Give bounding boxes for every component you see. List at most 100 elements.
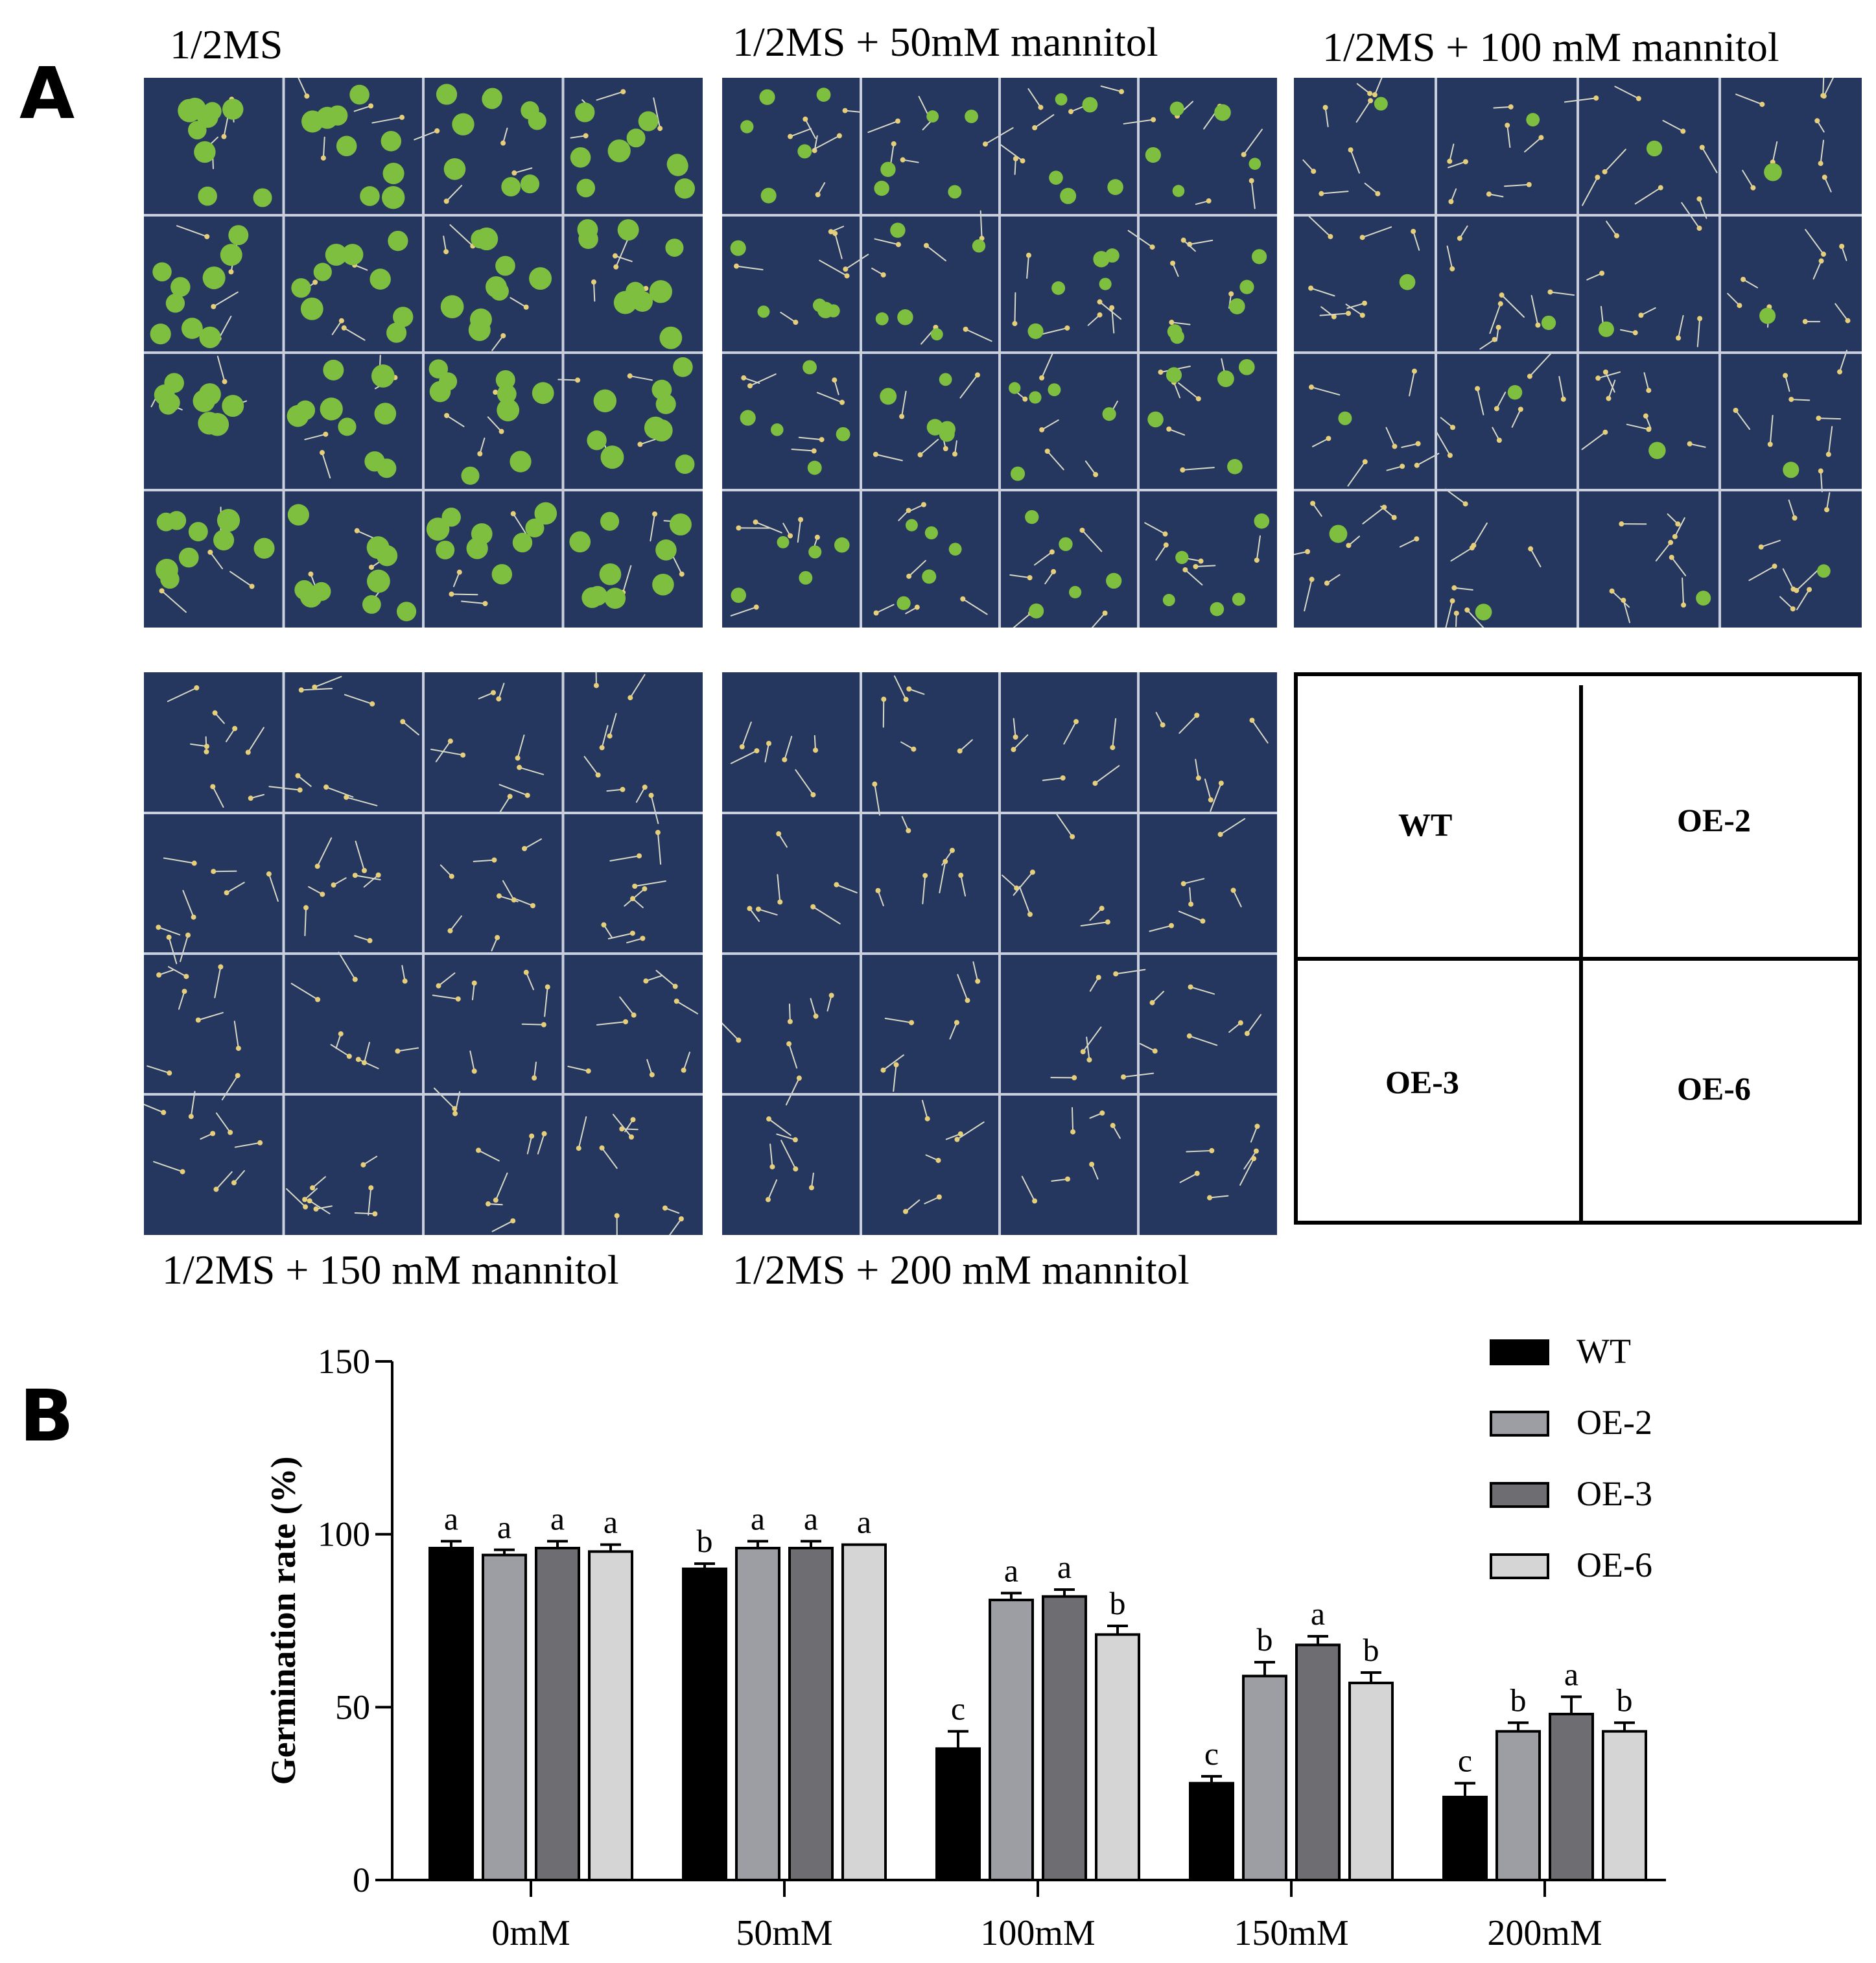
seed [1391, 515, 1397, 521]
seed [903, 696, 909, 702]
seedling-root [1294, 550, 1309, 556]
seed [891, 141, 897, 147]
significance-letter: a [804, 1500, 818, 1536]
seed [491, 690, 497, 696]
seed [1602, 169, 1608, 174]
cotyledon [475, 227, 498, 251]
seed [1759, 101, 1765, 107]
seed [1415, 441, 1421, 447]
seedling-root [471, 982, 475, 1000]
seed [793, 1166, 799, 1172]
seed [632, 883, 638, 889]
seedling-root [1151, 991, 1165, 1004]
seedling-root [325, 786, 354, 798]
seed [159, 588, 165, 594]
seedling-root [1796, 567, 1821, 591]
seed [753, 519, 758, 525]
cotyledon [253, 537, 275, 559]
seedling-root [223, 117, 229, 137]
bar [482, 1553, 527, 1882]
seedling-root [925, 244, 946, 262]
seed [1254, 1123, 1260, 1129]
seed [460, 752, 466, 758]
seedling-root [1788, 499, 1796, 519]
seed [1249, 718, 1255, 723]
seedling-root [609, 855, 640, 862]
seedling-root [443, 235, 447, 253]
seedling-root [478, 692, 495, 699]
seed [1741, 276, 1746, 282]
seed [249, 583, 255, 589]
seedling-root [1144, 522, 1166, 535]
cotyledon [1526, 113, 1540, 127]
seedling-root [1184, 569, 1203, 586]
seedling-root [1195, 758, 1199, 779]
seedling-root [836, 884, 858, 894]
seed [652, 511, 658, 517]
seed [808, 1185, 814, 1191]
seed [747, 383, 753, 389]
seed [655, 830, 661, 836]
seed [338, 318, 344, 323]
seed [1039, 375, 1045, 381]
seedling-root [1674, 517, 1685, 537]
seed [523, 969, 529, 975]
seed [1149, 244, 1155, 250]
seed [1170, 260, 1176, 266]
seedling-root [309, 1200, 331, 1215]
seed [511, 170, 517, 176]
seed [245, 749, 251, 755]
seed [920, 502, 926, 508]
cotyledon [1069, 585, 1082, 599]
seed [204, 749, 209, 755]
seedling-root [1409, 370, 1415, 397]
seedling-root [168, 966, 187, 978]
seedling-root [362, 1155, 378, 1166]
cotyledon [461, 466, 480, 485]
seedling-root [1640, 307, 1656, 316]
seedling-root [778, 833, 788, 848]
seedling-root [438, 972, 456, 987]
seed [486, 1201, 491, 1207]
seed [471, 1068, 477, 1074]
cotyledon [1374, 97, 1388, 111]
seed [917, 452, 923, 458]
seed [672, 983, 678, 989]
seed [628, 1134, 634, 1140]
seedling-root [1178, 910, 1204, 922]
seedling-root [607, 932, 633, 940]
seed [1606, 395, 1612, 401]
cotyledon [807, 460, 822, 475]
cotyledon [674, 178, 696, 199]
significance-letter: b [697, 1523, 713, 1559]
seed [957, 748, 963, 754]
seedling-root [1436, 431, 1451, 456]
seed [180, 1169, 185, 1175]
seed [1613, 233, 1619, 239]
cotyledon [599, 563, 622, 585]
seedling-root [1188, 1035, 1218, 1046]
cotyledon [1102, 407, 1116, 421]
seed [369, 564, 375, 570]
seed [354, 528, 360, 534]
seed [765, 1197, 771, 1203]
plate-title-200mM: 1/2MS + 200 mM mannitol [733, 1247, 1190, 1293]
seedling-root [1026, 254, 1029, 279]
cotyledon [803, 360, 817, 375]
seedling-root [430, 748, 464, 756]
seed [642, 886, 648, 892]
seed [1013, 156, 1018, 161]
seed [194, 685, 200, 690]
seedling-root [218, 315, 232, 340]
cotyledon [199, 326, 221, 349]
seed [1241, 152, 1247, 158]
seed [312, 279, 318, 285]
seedling-root [1772, 141, 1778, 163]
seedling-root [1009, 574, 1031, 579]
seed [308, 571, 314, 577]
seedling-root [1190, 986, 1215, 995]
seed [1362, 300, 1368, 306]
cotyledon [575, 102, 595, 123]
seed [511, 897, 517, 903]
cotyledon [222, 99, 244, 120]
